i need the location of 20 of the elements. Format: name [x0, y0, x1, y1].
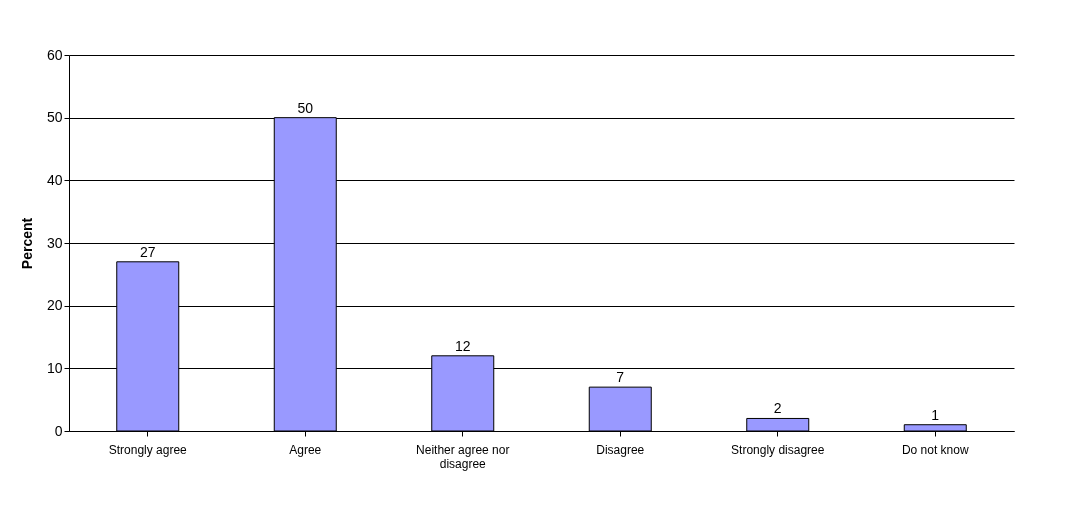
y-tick-label: 10 [46, 359, 63, 376]
x-tick-label: Neither agree nor disagree [416, 442, 510, 471]
data-label: 2 [773, 400, 782, 417]
x-tick-label: Strongly disagree [731, 442, 825, 457]
data-label: 12 [454, 337, 471, 354]
y-axis-title: Percent [18, 217, 35, 270]
data-label: 7 [616, 369, 625, 386]
data-label: 1 [931, 406, 940, 423]
x-tick-label: Disagree [596, 442, 645, 457]
y-tick-label: 40 [46, 171, 63, 188]
y-tick-label: 60 [46, 46, 63, 63]
x-tick-label: Agree [289, 442, 322, 457]
y-tick-label: 20 [46, 297, 63, 314]
y-tick-label: 50 [46, 109, 63, 126]
x-tick-label: Do not know [901, 442, 969, 457]
data-label: 27 [139, 243, 156, 260]
y-tick-label: 0 [54, 422, 63, 439]
data-label: 50 [297, 99, 314, 116]
x-tick-label: Strongly agree [108, 442, 188, 457]
y-tick-label: 30 [46, 234, 63, 251]
